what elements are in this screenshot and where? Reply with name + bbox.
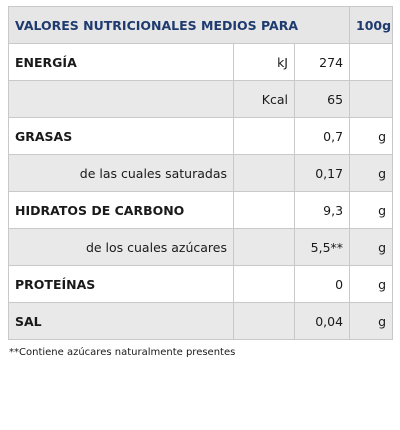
row-label: de los cuales azúcares — [8, 228, 234, 266]
row-label: GRASAS — [8, 117, 234, 155]
row-label: ENERGÍA — [8, 43, 234, 81]
row-unit — [233, 302, 295, 340]
row-value: 0,7 — [293, 117, 351, 155]
row-sugars: de los cuales azúcares 5,5** g — [8, 228, 394, 266]
row-unit — [233, 265, 295, 303]
row-saturated: de las cuales saturadas 0,17 g — [8, 154, 394, 192]
nutrition-table: VALORES NUTRICIONALES MEDIOS PARA 100g E… — [7, 6, 394, 340]
row-g: g — [349, 154, 394, 192]
header-title: VALORES NUTRICIONALES MEDIOS PARA — [7, 6, 351, 44]
row-g: g — [349, 265, 394, 303]
row-value: 5,5** — [293, 228, 351, 266]
row-label: PROTEÍNAS — [8, 265, 234, 303]
row-value: 65 — [293, 80, 351, 118]
row-label: HIDRATOS DE CARBONO — [8, 191, 234, 229]
footnote: **Contiene azúcares naturalmente present… — [9, 347, 236, 358]
row-unit: kJ — [233, 43, 295, 81]
row-fat: GRASAS 0,7 g — [8, 117, 394, 155]
row-label: de las cuales saturadas — [8, 154, 234, 192]
row-value: 0,17 — [293, 154, 351, 192]
row-carbohydrates: HIDRATOS DE CARBONO 9,3 g — [8, 191, 394, 229]
row-label: SAL — [8, 302, 234, 340]
row-g: g — [349, 191, 394, 229]
row-protein: PROTEÍNAS 0 g — [8, 265, 394, 303]
row-salt: SAL 0,04 g — [8, 302, 394, 340]
row-unit — [233, 117, 295, 155]
row-unit — [233, 228, 295, 266]
row-energy-kj: ENERGÍA kJ 274 — [8, 43, 394, 81]
row-g: g — [349, 117, 394, 155]
row-unit: Kcal — [233, 80, 295, 118]
row-value: 274 — [293, 43, 351, 81]
row-value: 0,04 — [293, 302, 351, 340]
row-value: 0 — [293, 265, 351, 303]
row-label — [8, 80, 234, 118]
row-g: g — [349, 302, 394, 340]
header-amount: 100g — [349, 6, 394, 44]
row-unit — [233, 191, 295, 229]
table-header: VALORES NUTRICIONALES MEDIOS PARA 100g — [7, 6, 394, 44]
row-g — [349, 80, 394, 118]
row-unit — [233, 154, 295, 192]
row-energy-kcal: Kcal 65 — [8, 80, 394, 118]
row-g — [349, 43, 394, 81]
row-g: g — [349, 228, 394, 266]
row-value: 9,3 — [293, 191, 351, 229]
